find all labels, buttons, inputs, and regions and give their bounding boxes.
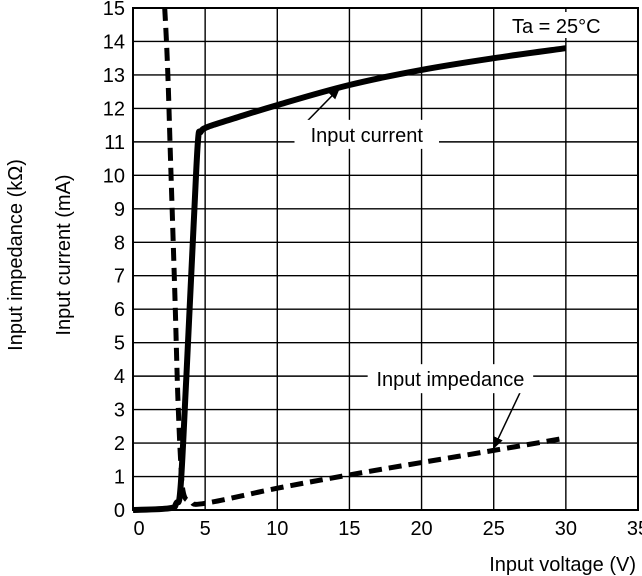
- annotations: Input current Input impedance: [294, 87, 534, 450]
- x-tick-label: 20: [410, 518, 432, 540]
- x-tick-label: 35: [627, 518, 642, 540]
- y-tick-label: 9: [114, 199, 125, 221]
- y-tick-label: 13: [103, 65, 125, 87]
- y-tick-label: 4: [114, 366, 125, 388]
- y-tick-label: 8: [114, 232, 125, 254]
- input-current-label: Input current: [311, 125, 424, 147]
- x-tick-label: 5: [200, 518, 211, 540]
- input-impedance-line: [162, 7, 567, 507]
- y-axis-label-outer: Input impedance (kΩ): [5, 159, 27, 351]
- x-tick-label: 10: [266, 518, 288, 540]
- y-tick-label: 0: [114, 500, 125, 522]
- y-tick-label: 12: [103, 98, 125, 120]
- x-tick-label: 25: [483, 518, 505, 540]
- y-tick-label: 11: [104, 132, 125, 154]
- condition-label: Ta = 25°C: [512, 16, 601, 38]
- y-tick-label: 3: [114, 400, 125, 422]
- input-impedance-arrow: [493, 389, 522, 450]
- y-tick-label: 5: [114, 333, 125, 355]
- x-tick-label: 0: [133, 518, 144, 540]
- y-tick-label: 1: [114, 467, 125, 489]
- input-impedance-label-bg: [367, 364, 534, 394]
- grid: [132, 7, 639, 511]
- input-current-line: [132, 45, 567, 513]
- y-axis-label-inner: Input current (mA): [53, 174, 75, 335]
- x-axis-label: Input voltage (V): [489, 554, 636, 576]
- series-group: [132, 7, 567, 513]
- y-tick-label: 14: [103, 31, 125, 53]
- y-tick-label: 10: [103, 165, 125, 187]
- condition-label-bg: [500, 12, 624, 38]
- tick-labels: 051015202530350123456789101112131415: [103, 0, 642, 540]
- input-current-arrow: [303, 87, 341, 125]
- y-tick-label: 7: [114, 266, 125, 288]
- input-impedance-label: Input impedance: [376, 369, 524, 391]
- y-tick-label: 2: [114, 433, 125, 455]
- x-tick-label: 15: [338, 518, 360, 540]
- plot-frame: [132, 7, 639, 511]
- x-tick-label: 30: [555, 518, 577, 540]
- y-tick-label: 6: [114, 299, 125, 321]
- y-tick-label: 15: [103, 0, 125, 20]
- input-current-label-bg: [294, 119, 439, 149]
